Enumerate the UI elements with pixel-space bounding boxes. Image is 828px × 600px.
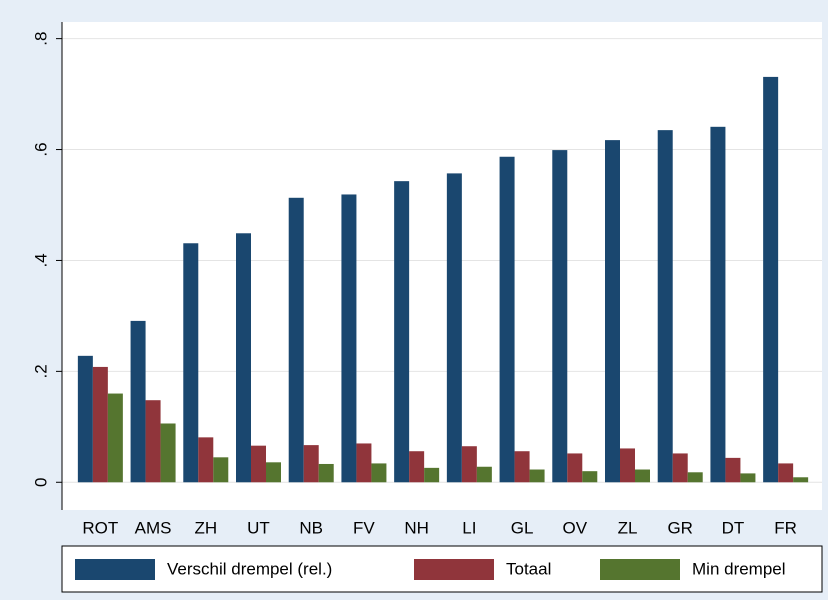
bar [213, 457, 229, 483]
bar [635, 469, 650, 483]
x-tick-label: OV [563, 518, 588, 537]
legend-swatch [75, 559, 155, 580]
bar [198, 437, 214, 483]
x-tick-label: AMS [135, 518, 172, 537]
legend-swatch [414, 559, 494, 580]
bar [160, 423, 176, 483]
x-tick-label: UT [247, 518, 270, 537]
bar [552, 150, 568, 483]
bar [793, 477, 809, 483]
y-tick-label: .6 [31, 142, 50, 156]
bar [672, 453, 688, 483]
x-tick-label: ZH [194, 518, 217, 537]
bar [92, 366, 108, 483]
bar [605, 140, 620, 483]
bar [763, 76, 779, 483]
x-tick-label: DT [722, 518, 745, 537]
legend-label: Min drempel [692, 559, 786, 578]
x-tick-label: GR [667, 518, 693, 537]
bar [687, 472, 703, 483]
bar [107, 393, 123, 483]
x-tick-label: ROT [82, 518, 118, 537]
plot-area [62, 22, 822, 510]
x-tick-label: NB [299, 518, 323, 537]
bar [778, 463, 794, 483]
y-tick-label: 0 [31, 478, 50, 487]
bar [710, 126, 726, 483]
bar [620, 448, 635, 483]
bar [725, 457, 741, 483]
bar [236, 233, 251, 483]
bar [318, 463, 334, 483]
bar [567, 453, 583, 483]
x-tick-label: GL [511, 518, 534, 537]
bar [288, 197, 304, 483]
bar [251, 445, 266, 483]
bar [476, 466, 492, 483]
x-tick-label: FV [353, 518, 375, 537]
bar [303, 445, 319, 483]
x-tick-label: LI [462, 518, 476, 537]
bar [529, 469, 545, 483]
bar [461, 446, 477, 483]
bar [130, 320, 146, 483]
legend-label: Totaal [506, 559, 551, 578]
y-tick-label: .8 [31, 32, 50, 46]
bar [145, 400, 161, 483]
legend-label: Verschil drempel (rel.) [167, 559, 332, 578]
bar [657, 130, 673, 483]
bar [266, 462, 281, 483]
bar [183, 243, 199, 483]
bar [740, 473, 756, 483]
bar [356, 443, 372, 483]
bar [424, 467, 440, 483]
bar [371, 463, 387, 483]
bar [394, 181, 410, 483]
x-tick-label: FR [774, 518, 797, 537]
bar [499, 156, 515, 483]
x-tick-label: ZL [618, 518, 638, 537]
bar [514, 451, 530, 483]
bar [77, 355, 93, 483]
y-tick-label: .4 [31, 253, 50, 267]
legend-swatch [600, 559, 680, 580]
x-tick-label: NH [404, 518, 429, 537]
bar [582, 471, 598, 483]
y-tick-label: .2 [31, 364, 50, 378]
bar [341, 194, 357, 483]
bar [409, 451, 425, 483]
bar [446, 173, 462, 483]
